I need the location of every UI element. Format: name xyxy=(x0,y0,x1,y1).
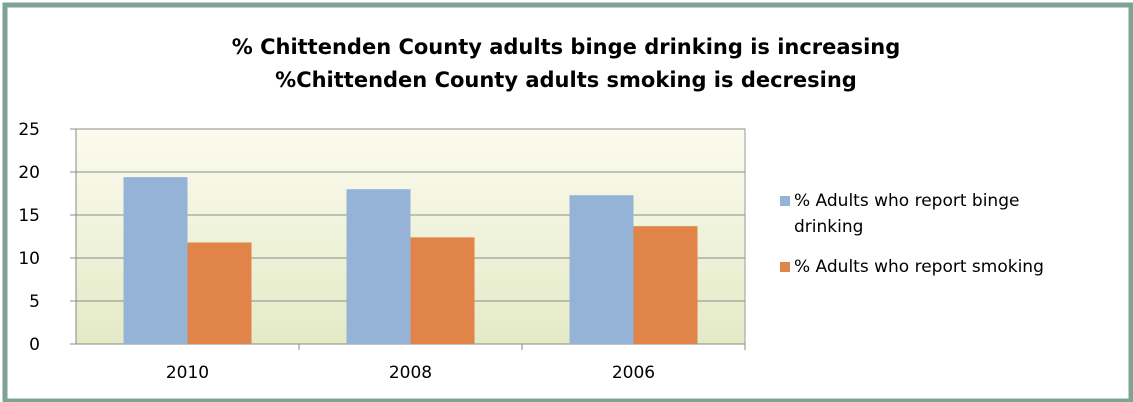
bar xyxy=(569,195,634,344)
y-tick-label: 15 xyxy=(18,206,40,226)
legend-label: % Adults who report smoking xyxy=(794,257,1044,277)
bar xyxy=(187,242,252,344)
bar xyxy=(123,177,188,344)
legend-swatch xyxy=(780,196,790,206)
legend-swatch xyxy=(780,262,790,272)
bar xyxy=(346,189,411,344)
y-tick-label: 25 xyxy=(18,120,40,140)
y-tick-label: 20 xyxy=(18,163,40,183)
bar xyxy=(410,237,475,344)
legend-item: % Adults who report smoking xyxy=(780,254,1130,280)
legend-label: % Adults who report binge drinking xyxy=(794,191,1020,237)
legend: % Adults who report binge drinking % Adul… xyxy=(780,188,1130,294)
legend-item: % Adults who report binge drinking xyxy=(780,188,1130,240)
x-tick-label: 2006 xyxy=(612,363,655,383)
y-tick-label: 10 xyxy=(18,249,40,269)
bar xyxy=(633,226,698,344)
chart-title: %Chittenden County adults smoking is dec… xyxy=(275,68,857,92)
y-tick-label: 0 xyxy=(29,335,40,355)
chart-title: % Chittenden County adults binge drinkin… xyxy=(232,35,901,59)
x-tick-label: 2008 xyxy=(389,363,432,383)
x-tick-label: 2010 xyxy=(166,363,209,383)
y-tick-label: 5 xyxy=(29,292,40,312)
